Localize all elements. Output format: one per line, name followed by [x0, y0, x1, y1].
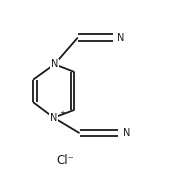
Text: N: N	[123, 128, 130, 138]
Text: N: N	[51, 59, 58, 69]
Text: Cl⁻: Cl⁻	[56, 154, 74, 167]
Text: N: N	[50, 113, 57, 123]
Text: +: +	[59, 110, 65, 116]
Text: N: N	[117, 33, 124, 43]
